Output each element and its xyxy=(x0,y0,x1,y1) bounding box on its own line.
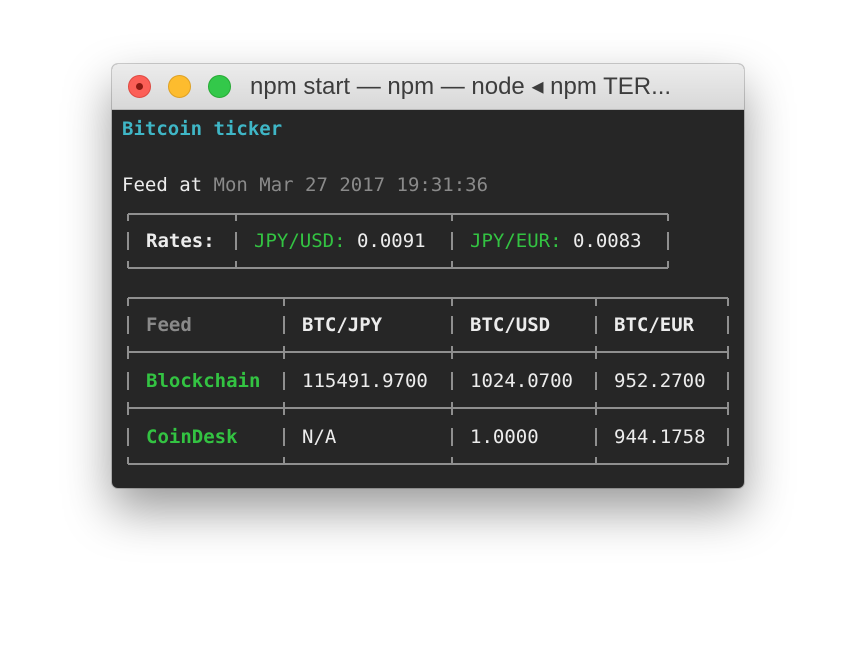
rate-jpy-usd: JPY/USD: 0.0091 xyxy=(254,229,426,253)
minimize-window-button[interactable] xyxy=(168,75,191,98)
table-cell-btc-eur: 944.1758 xyxy=(614,426,706,448)
table-cell-btc-jpy: 115491.9700 xyxy=(302,370,428,392)
feed-timestamp-line: Feed at Mon Mar 27 2017 19:31:36 xyxy=(122,173,488,197)
table-header-btc-eur: BTC/EUR xyxy=(614,314,695,336)
tables-grid xyxy=(127,213,729,465)
app-heading: Bitcoin ticker xyxy=(122,118,283,140)
table-cell-btc-usd: 1024.0700 xyxy=(470,370,573,392)
zoom-window-button[interactable] xyxy=(208,75,231,98)
table-header-btc-jpy: BTC/JPY xyxy=(302,314,383,336)
table-cell-btc-jpy: N/A xyxy=(302,426,337,448)
rate-jpy-eur: JPY/EUR: 0.0083 xyxy=(470,229,642,253)
terminal-content[interactable]: Bitcoin ticker Feed at Mon Mar 27 2017 1… xyxy=(112,110,744,488)
table-header-feed: Feed xyxy=(146,314,192,336)
table-header-btc-usd: BTC/USD xyxy=(470,314,551,336)
table-cell-btc-eur: 952.2700 xyxy=(614,370,706,392)
table-row-feed-name: CoinDesk xyxy=(146,426,238,448)
table-cell-btc-usd: 1.0000 xyxy=(470,426,539,448)
rate-jpy-usd-label: JPY/USD: xyxy=(254,230,346,252)
feed-prefix: Feed at xyxy=(122,174,214,196)
title-bar[interactable]: npm start — npm — node ◂ npm TER... xyxy=(112,64,744,110)
table-row-feed-name: Blockchain xyxy=(146,370,261,392)
close-window-button[interactable] xyxy=(128,75,151,98)
feed-time: Mon Mar 27 2017 19:31:36 xyxy=(213,174,489,196)
rate-jpy-eur-label: JPY/EUR: xyxy=(470,230,562,252)
rates-label: Rates: xyxy=(146,230,215,252)
terminal-window: npm start — npm — node ◂ npm TER... Bitc… xyxy=(112,64,744,488)
rate-jpy-usd-value: 0.0091 xyxy=(356,230,426,252)
window-title: npm start — npm — node ◂ npm TER... xyxy=(250,73,672,100)
rate-jpy-eur-value: 0.0083 xyxy=(572,230,642,252)
